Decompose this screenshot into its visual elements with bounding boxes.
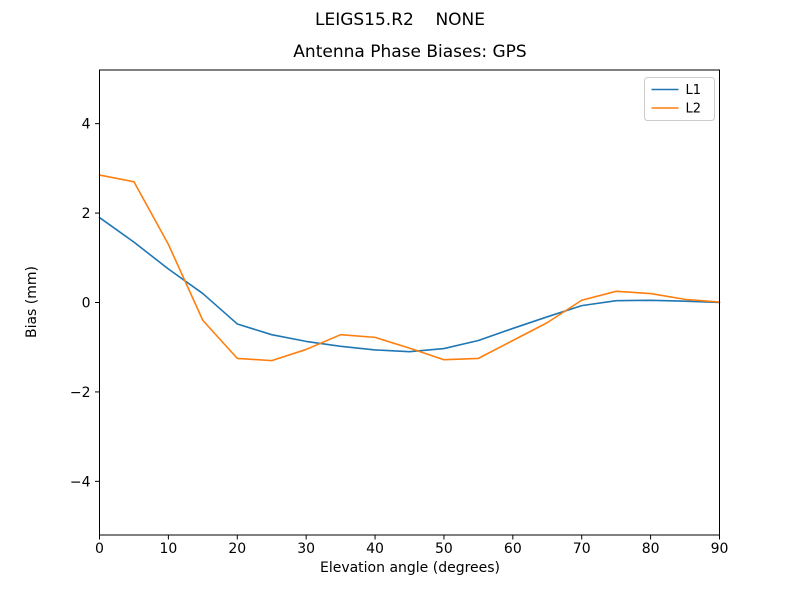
x-axis-label: Elevation angle (degrees): [319, 560, 501, 576]
legend-label-l1: L1: [686, 83, 702, 98]
y-axis-tick-label: 4: [82, 117, 91, 133]
y-axis-tick-label: 2: [82, 206, 91, 222]
legend-box: [644, 77, 715, 121]
series-line-l1: [98, 216, 721, 353]
x-axis-tick-label: 10: [159, 541, 177, 557]
x-axis-tick-label: 20: [228, 541, 246, 557]
x-axis-tick-label: 60: [504, 541, 522, 557]
x-axis-tick-label: 70: [573, 541, 591, 557]
x-axis-tick-label: 90: [711, 541, 729, 557]
x-axis-tick-label: 0: [95, 541, 104, 557]
x-axis-tick-label: 80: [642, 541, 660, 557]
y-axis-tick-label: −2: [70, 385, 91, 401]
figure-suptitle: LEIGS15.R2 NONE: [314, 10, 486, 30]
series-line-l2: [98, 174, 721, 362]
x-axis-tick-label: 30: [297, 541, 315, 557]
axes-title: Antenna Phase Biases: GPS: [293, 42, 527, 62]
y-axis-tick-label: 0: [82, 296, 91, 312]
y-axis-label: Bias (mm): [24, 265, 40, 339]
axes-frame: [99, 69, 720, 536]
y-axis-tick-label: −4: [70, 474, 91, 490]
legend-label-l2: L2: [686, 102, 702, 117]
x-axis-tick-label: 40: [366, 541, 384, 557]
x-axis-tick-label: 50: [435, 541, 453, 557]
